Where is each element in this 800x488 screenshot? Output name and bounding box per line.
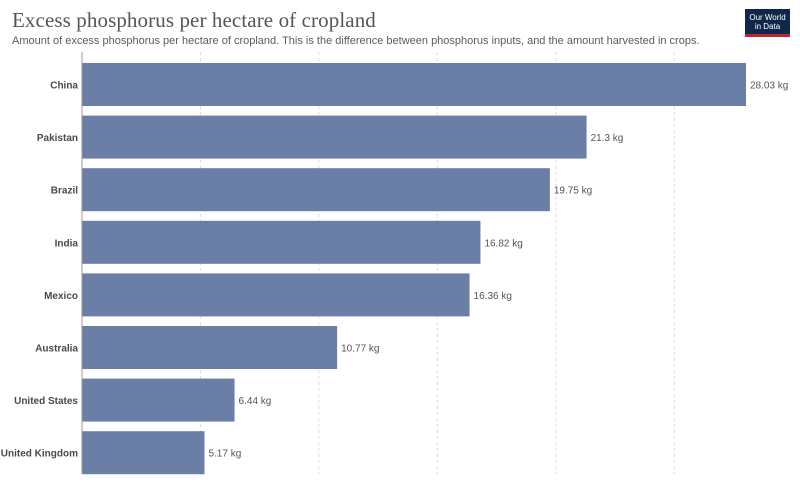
bar-china[interactable] [82, 63, 746, 106]
chart-subtitle: Amount of excess phosphorus per hectare … [12, 35, 700, 47]
logo-line-1: Our World [749, 12, 786, 22]
bar-india[interactable] [82, 220, 481, 264]
bar-united-states[interactable] [82, 378, 235, 422]
category-label: United States [14, 396, 78, 407]
value-label: 16.36 kg [474, 291, 512, 302]
value-label: 21.3 kg [591, 133, 624, 144]
value-label: 10.77 kg [341, 344, 379, 355]
bar-brazil[interactable] [82, 168, 550, 212]
logo-line-2: in Data [754, 21, 781, 31]
bar-pakistan[interactable] [82, 115, 587, 159]
bar-mexico[interactable] [82, 273, 470, 317]
axis: China Pakistan Brazil India Mexico Australia U… [1, 52, 83, 474]
value-label: 19.75 kg [554, 186, 592, 197]
owid-logo[interactable]: Our World in Data [745, 9, 790, 37]
category-label: United Kingdom [1, 449, 78, 460]
category-label: China [50, 81, 78, 92]
chart-title: Excess phosphorus per hectare of croplan… [12, 8, 376, 32]
value-label: 6.44 kg [239, 396, 272, 407]
value-label: 5.17 kg [208, 449, 241, 460]
value-label: 16.82 kg [484, 238, 522, 249]
value-label: 28.03 kg [750, 81, 788, 92]
category-label: Brazil [51, 186, 78, 197]
bar-australia[interactable] [82, 326, 338, 369]
category-label: Pakistan [37, 133, 78, 144]
bars: 28.03 kg 21.3 kg 19.75 kg 16.82 kg 16.36 kg 1… [82, 63, 788, 475]
category-label: Australia [35, 344, 78, 355]
bar-united-kingdom[interactable] [82, 431, 205, 475]
category-label: Mexico [44, 291, 78, 302]
category-label: India [55, 238, 79, 249]
